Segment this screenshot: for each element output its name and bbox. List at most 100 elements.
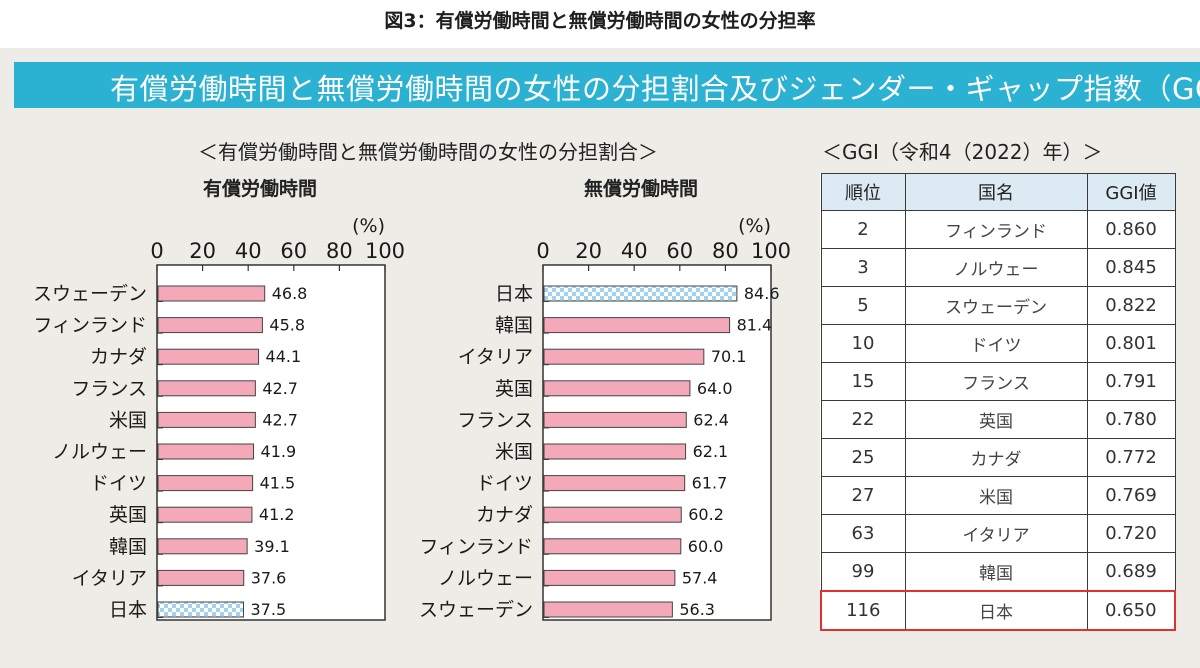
rank-cell: 63 bbox=[820, 514, 906, 553]
data-label: 42.7 bbox=[262, 379, 298, 398]
tick-label: 40 bbox=[621, 239, 648, 263]
ggi-value-cell: 0.772 bbox=[1086, 438, 1176, 477]
bar bbox=[157, 380, 256, 397]
rank-cell: 116 bbox=[820, 590, 906, 631]
data-label: 44.1 bbox=[266, 347, 302, 366]
axis-unit-label: (%) bbox=[352, 215, 385, 237]
category-label: フランス bbox=[71, 378, 147, 400]
unpaid-chart-title: 無償労働時間 bbox=[584, 178, 699, 200]
tick-label: 20 bbox=[575, 239, 602, 263]
paid-chart-title: 有償労働時間 bbox=[203, 178, 318, 200]
data-label: 60.2 bbox=[688, 505, 724, 524]
header-ggi-value: GGI値 bbox=[1086, 173, 1176, 211]
rank-cell: 3 bbox=[820, 248, 906, 287]
rank-cell: 99 bbox=[820, 552, 906, 592]
country-cell: カナダ bbox=[904, 438, 1088, 477]
bar bbox=[157, 443, 255, 460]
category-label: フランス bbox=[457, 409, 533, 431]
rank-cell: 25 bbox=[820, 438, 906, 477]
category-label: 日本 bbox=[109, 599, 147, 621]
category-label: 韓国 bbox=[495, 315, 533, 337]
data-label: 60.0 bbox=[688, 537, 724, 556]
table-row: 2 フィンランド 0.860 bbox=[820, 210, 1176, 249]
figure-title: 図3：有償労働時間と無償労働時間の女性の分担率 bbox=[384, 10, 816, 32]
bar bbox=[543, 380, 691, 397]
data-label: 37.6 bbox=[251, 568, 287, 587]
data-label: 39.1 bbox=[254, 537, 290, 556]
table-row: 22 英国 0.780 bbox=[820, 400, 1176, 439]
rank-cell: 5 bbox=[820, 286, 906, 325]
bar bbox=[543, 569, 676, 586]
bar bbox=[543, 317, 731, 334]
data-label: 41.5 bbox=[260, 474, 296, 493]
table-row: 15 フランス 0.791 bbox=[820, 362, 1176, 401]
data-label: 42.7 bbox=[262, 410, 298, 429]
ggi-value-cell: 0.769 bbox=[1086, 476, 1176, 515]
charts-title: ＜有償労働時間と無償労働時間の女性の分担割合＞ bbox=[198, 140, 658, 164]
bar-japan bbox=[543, 285, 738, 302]
category-label: カナダ bbox=[90, 346, 147, 368]
data-label: 41.9 bbox=[261, 442, 297, 461]
data-label: 84.6 bbox=[744, 284, 780, 303]
category-label: スウェーデン bbox=[33, 283, 147, 305]
ggi-value-cell: 0.720 bbox=[1086, 514, 1176, 553]
tick-label: 60 bbox=[280, 239, 307, 263]
header-country: 国名 bbox=[904, 173, 1088, 211]
country-cell: 日本 bbox=[904, 590, 1088, 631]
tick-label: 80 bbox=[712, 239, 739, 263]
category-label: 米国 bbox=[495, 441, 533, 463]
data-label: 41.2 bbox=[259, 505, 295, 524]
category-label: フィンランド bbox=[419, 536, 533, 558]
category-label: 日本 bbox=[495, 283, 533, 305]
country-cell: 英国 bbox=[904, 400, 1088, 439]
ggi-table-title: ＜GGI（令和4（2022）年）＞ bbox=[822, 140, 1103, 164]
bar bbox=[543, 506, 682, 523]
data-label: 37.5 bbox=[251, 600, 287, 619]
category-label: イタリア bbox=[458, 346, 533, 368]
country-cell: フランス bbox=[904, 362, 1088, 401]
country-cell: ノルウェー bbox=[904, 248, 1088, 287]
rank-cell: 2 bbox=[820, 210, 906, 249]
rank-cell: 22 bbox=[820, 400, 906, 439]
bar bbox=[543, 475, 686, 492]
tick-label: 40 bbox=[235, 239, 262, 263]
banner: 有償労働時間と無償労働時間の女性の分担割合及びジェンダー・ギャップ指数（GGI bbox=[14, 62, 1200, 108]
ggi-table: 順位 国名 GGI値 2 フィンランド 0.860 3 ノルウェー 0.845 5 スウェーデ… bbox=[820, 173, 1176, 631]
ggi-value-cell: 0.801 bbox=[1086, 324, 1176, 363]
category-label: フィンランド bbox=[33, 315, 147, 337]
data-label: 62.4 bbox=[693, 410, 729, 429]
bar bbox=[543, 538, 682, 555]
bar bbox=[157, 475, 254, 492]
rank-cell: 10 bbox=[820, 324, 906, 363]
category-label: ドイツ bbox=[90, 473, 147, 495]
ggi-value-cell: 0.822 bbox=[1086, 286, 1176, 325]
tick-label: 0 bbox=[536, 239, 549, 263]
ggi-value-cell: 0.791 bbox=[1086, 362, 1176, 401]
data-label: 57.4 bbox=[682, 568, 718, 587]
table-row: 116 日本 0.650 bbox=[820, 590, 1176, 631]
data-label: 62.1 bbox=[693, 442, 729, 461]
category-label: 韓国 bbox=[109, 536, 147, 558]
ggi-value-cell: 0.845 bbox=[1086, 248, 1176, 287]
bar bbox=[157, 569, 245, 586]
bar bbox=[157, 506, 253, 523]
category-label: 英国 bbox=[109, 504, 147, 526]
bar bbox=[543, 443, 687, 460]
bar bbox=[543, 348, 705, 365]
table-row: 99 韓国 0.689 bbox=[820, 552, 1176, 592]
country-cell: イタリア bbox=[904, 514, 1088, 553]
bar-japan bbox=[157, 601, 244, 618]
header-rank: 順位 bbox=[820, 173, 906, 211]
table-row: 5 スウェーデン 0.822 bbox=[820, 286, 1176, 325]
data-label: 45.8 bbox=[269, 316, 305, 335]
ggi-header-row: 順位 国名 GGI値 bbox=[820, 173, 1176, 211]
data-label: 70.1 bbox=[711, 347, 747, 366]
category-label: スウェーデン bbox=[419, 599, 533, 621]
country-cell: ドイツ bbox=[904, 324, 1088, 363]
bar bbox=[157, 348, 260, 365]
unpaid-work-chart: (%) 0 20 40 60 80 100 日本 84.6 韓国 81.4 イタリア 70.1 英国 64.… bbox=[419, 215, 791, 621]
category-label: イタリア bbox=[72, 567, 147, 589]
bar bbox=[157, 411, 256, 428]
table-row: 63 イタリア 0.720 bbox=[820, 514, 1176, 553]
